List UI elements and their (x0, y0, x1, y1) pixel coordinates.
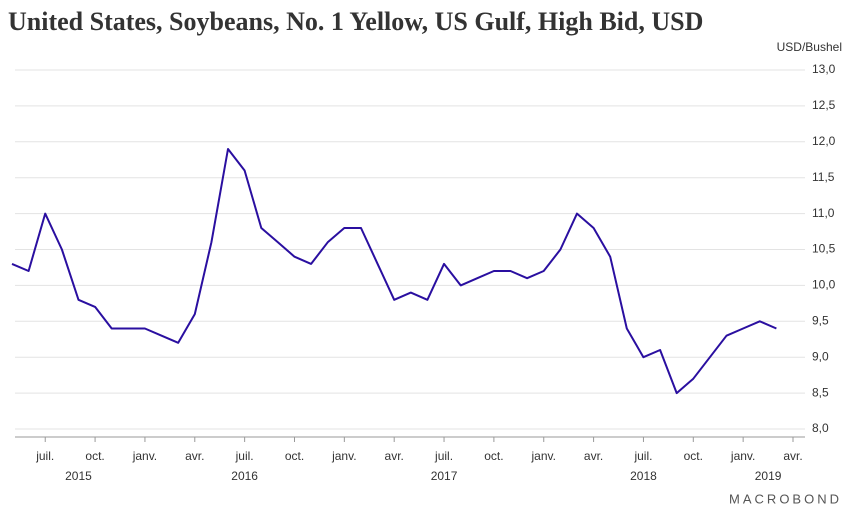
y-tick-label: 8,5 (812, 385, 829, 399)
x-tick-label: oct. (85, 449, 104, 463)
x-tick-label: avr. (584, 449, 603, 463)
source-logo: MACROBOND (729, 491, 842, 506)
x-tick-label: janv. (531, 449, 556, 463)
y-unit: USD/Bushel (777, 40, 842, 54)
x-tick-label: janv. (132, 449, 157, 463)
year-label: 2017 (431, 469, 458, 483)
y-tick-label: 11,5 (812, 170, 835, 184)
year-label: 2015 (65, 469, 92, 483)
x-tick-label: avr. (385, 449, 404, 463)
x-tick-label: oct. (684, 449, 703, 463)
y-tick-label: 9,0 (812, 349, 829, 363)
x-tick-label: avr. (185, 449, 204, 463)
x-tick-label: janv. (730, 449, 755, 463)
chart-title: United States, Soybeans, No. 1 Yellow, U… (8, 7, 703, 36)
x-tick-label: juil. (35, 449, 54, 463)
y-tick-label: 9,5 (812, 313, 829, 327)
y-tick-label: 8,0 (812, 421, 829, 435)
y-tick-label: 10,0 (812, 278, 836, 292)
x-tick-label: juil. (235, 449, 254, 463)
y-tick-label: 11,0 (812, 206, 835, 220)
x-tick-label: janv. (331, 449, 356, 463)
x-tick-label: oct. (285, 449, 304, 463)
y-tick-label: 12,0 (812, 134, 836, 148)
year-label: 2016 (231, 469, 258, 483)
x-tick-label: juil. (633, 449, 652, 463)
year-label: 2018 (630, 469, 657, 483)
x-tick-label: avr. (783, 449, 802, 463)
year-label: 2019 (755, 469, 782, 483)
y-tick-label: 10,5 (812, 242, 836, 256)
y-tick-label: 12,5 (812, 98, 836, 112)
price-line (11, 148, 777, 395)
x-tick-label: oct. (484, 449, 503, 463)
x-tick-label: juil. (434, 449, 453, 463)
y-tick-label: 13,0 (812, 62, 836, 76)
